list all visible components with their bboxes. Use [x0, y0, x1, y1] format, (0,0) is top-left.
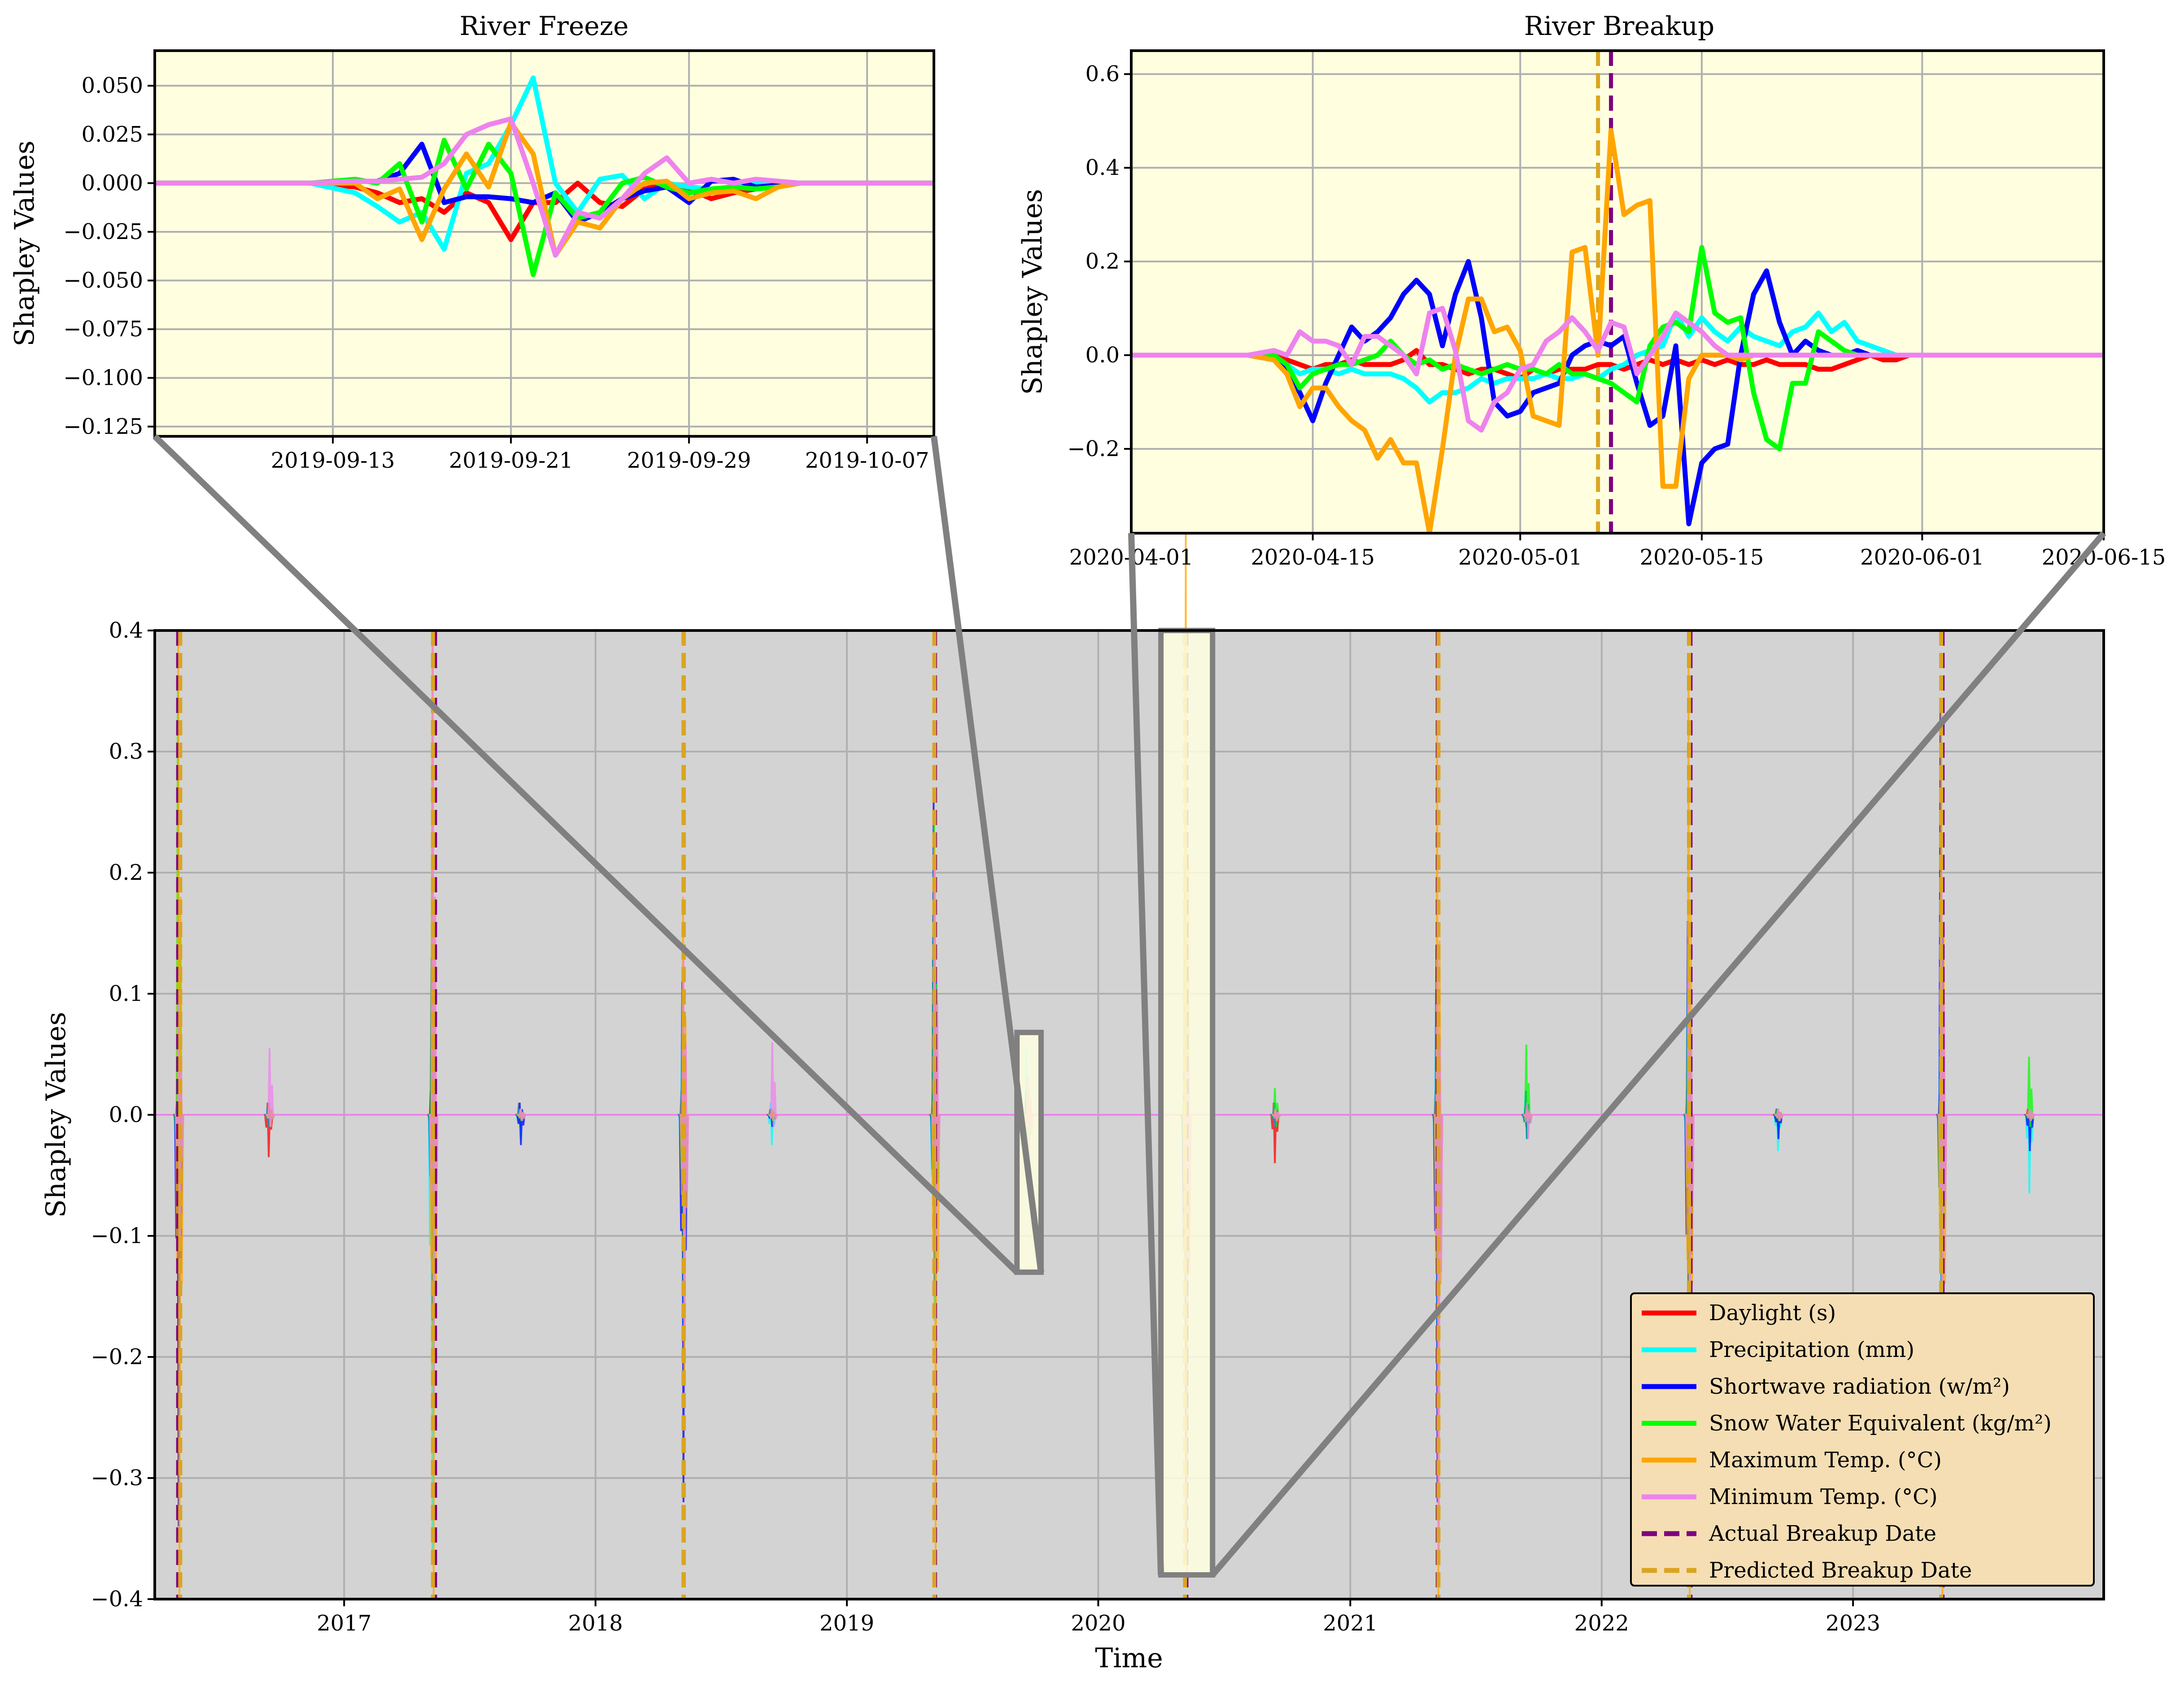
- legend-label-precip: Precipitation (mm): [1709, 1337, 1914, 1362]
- main-y-tick-label: 0.4: [109, 618, 143, 643]
- main-series-tmin-event: [1774, 1109, 1785, 1121]
- freeze-y-axis-label: Shapley Values: [9, 140, 40, 346]
- main-x-tick-label: 2021: [1323, 1611, 1378, 1636]
- main-y-tick-label: 0.3: [109, 739, 143, 764]
- main-y-tick-label: −0.2: [91, 1344, 143, 1370]
- breakup-x-tick-label: 2020-06-15: [2042, 545, 2166, 570]
- main-series-tmin-event: [517, 1109, 527, 1121]
- breakup-plot-frame: [1130, 49, 2105, 535]
- main-x-tick-label: 2023: [1826, 1611, 1880, 1636]
- breakup-connector-right: [1210, 531, 2106, 1577]
- breakup-y-tick-label: 0.6: [1085, 61, 1120, 87]
- legend-label-swe: Snow Water Equivalent (kg/m²): [1709, 1411, 2052, 1436]
- freeze-x-tick-label: 2019-09-29: [627, 448, 751, 473]
- main-y-tick-label: 0.0: [109, 1102, 143, 1127]
- breakup-x-tick-label: 2020-05-01: [1458, 545, 1582, 570]
- freeze-connector-left: [153, 434, 1020, 1275]
- freeze-series: [155, 75, 934, 277]
- main-x-tick-label: 2019: [820, 1611, 874, 1636]
- main-series-tmin-event: [1523, 1102, 1533, 1139]
- freeze-x-tick-label: 2019-09-21: [449, 448, 573, 473]
- breakup-y-tick-label: 0.0: [1085, 343, 1120, 368]
- main-y-tick-label: −0.1: [91, 1223, 143, 1248]
- river-freeze-inset: River Freeze 2019-09-13 2019-09-21 2019-09…: [9, 11, 935, 473]
- freeze-y-tick-label: 0.025: [82, 122, 143, 147]
- freeze-y-tick-label: 0.000: [82, 170, 143, 196]
- freeze-y-tick-label: −0.025: [63, 219, 143, 244]
- river-breakup-inset: River Breakup 2020-04-012020-04-152020-0…: [1017, 11, 2166, 570]
- freeze-y-tick-label: −0.100: [63, 365, 143, 391]
- legend-label-daylight: Daylight (s): [1709, 1300, 1836, 1326]
- legend-box: [1630, 1292, 2095, 1587]
- freeze-connector-right: [931, 436, 1044, 1273]
- freeze-y-tick-label: 0.050: [82, 73, 143, 98]
- freeze-zoom-box: [1014, 1030, 1044, 1275]
- breakup-series: [1131, 51, 2104, 533]
- main-series-daylight-event: [1270, 1102, 1280, 1164]
- main-series: [155, 533, 2104, 1600]
- breakup-series-tmin: [1131, 306, 2104, 433]
- main-x-tick-label: 2018: [568, 1611, 623, 1636]
- main-series-tmin-event: [2026, 1109, 2036, 1121]
- main-x-axis-label: Time: [1095, 1643, 1163, 1674]
- breakup-connector-left: [1128, 533, 1164, 1575]
- freeze-grid: [155, 51, 934, 436]
- main-zoom-boxes: [1014, 628, 1216, 1578]
- main-ticks: 2017 2018 2019 2020 2021 2022 2023 −0.4 −0.3 −0.2…: [91, 618, 1880, 1636]
- breakup-series-daylight: [1131, 348, 2104, 381]
- legend: Daylight (s) Precipitation (mm) Shortwave …: [1630, 1292, 2095, 1587]
- main-series-tmin-event: [1272, 1109, 1282, 1121]
- breakup-series-swe: [1131, 245, 2104, 452]
- main-y-tick-label: −0.4: [91, 1587, 143, 1612]
- main-series-tmin-event: [266, 1048, 276, 1127]
- main-y-tick-label: 0.1: [109, 981, 143, 1006]
- zoom-connectors: [153, 434, 2106, 1577]
- breakup-y-tick-label: 0.4: [1085, 155, 1120, 180]
- freeze-ticks: 2019-09-13 2019-09-21 2019-09-29 2019-10-07…: [63, 73, 929, 473]
- breakup-x-tick-label: 2020-05-15: [1640, 545, 1764, 570]
- main-y-tick-label: 0.2: [109, 860, 143, 885]
- legend-label-tmax: Maximum Temp. (°C): [1709, 1448, 1942, 1473]
- freeze-x-tick-label: 2019-09-13: [271, 448, 395, 473]
- breakup-y-tick-label: −0.2: [1067, 436, 1120, 461]
- legend-label-actual: Actual Breakup Date: [1709, 1521, 1936, 1546]
- legend-label-predicted: Predicted Breakup Date: [1709, 1558, 1972, 1583]
- freeze-plot-frame: [153, 49, 935, 438]
- legend-label-shortwave: Shortwave radiation (w/m²): [1709, 1374, 2010, 1399]
- freeze-x-tick-label: 2019-10-07: [805, 448, 929, 473]
- freeze-y-tick-label: −0.050: [63, 268, 143, 293]
- freeze-series-tmin: [155, 116, 934, 258]
- main-y-tick-label: −0.3: [91, 1465, 143, 1491]
- main-y-axis-label: Shapley Values: [40, 1012, 72, 1217]
- river-freeze-title: River Freeze: [460, 11, 629, 41]
- main-x-tick-label: 2020: [1071, 1611, 1125, 1636]
- main-x-tick-label: 2022: [1574, 1611, 1629, 1636]
- breakup-y-tick-label: 0.2: [1085, 249, 1120, 274]
- freeze-y-tick-label: −0.125: [63, 414, 143, 439]
- river-breakup-title: River Breakup: [1524, 11, 1714, 41]
- main-series-daylight-event: [264, 1102, 274, 1157]
- legend-label-tmin: Minimum Temp. (°C): [1709, 1484, 1938, 1509]
- freeze-y-tick-label: −0.075: [63, 317, 143, 342]
- breakup-y-axis-label: Shapley Values: [1017, 189, 1048, 395]
- main-x-tick-label: 2017: [317, 1611, 371, 1636]
- breakup-plot-background: [1131, 51, 2104, 533]
- main-chart: 2017 2018 2019 2020 2021 2022 2023 −0.4 −0.3 −0.2…: [40, 533, 2105, 1674]
- breakup-x-tick-label: 2020-04-15: [1251, 545, 1375, 570]
- main-series-tmin-event: [768, 1042, 779, 1127]
- breakup-zoom-box: [1158, 628, 1216, 1578]
- breakup-x-tick-label: 2020-06-01: [1860, 545, 1984, 570]
- freeze-plot-background: [155, 51, 934, 436]
- breakup-ticks: 2020-04-012020-04-152020-05-012020-05-15…: [1067, 61, 2166, 570]
